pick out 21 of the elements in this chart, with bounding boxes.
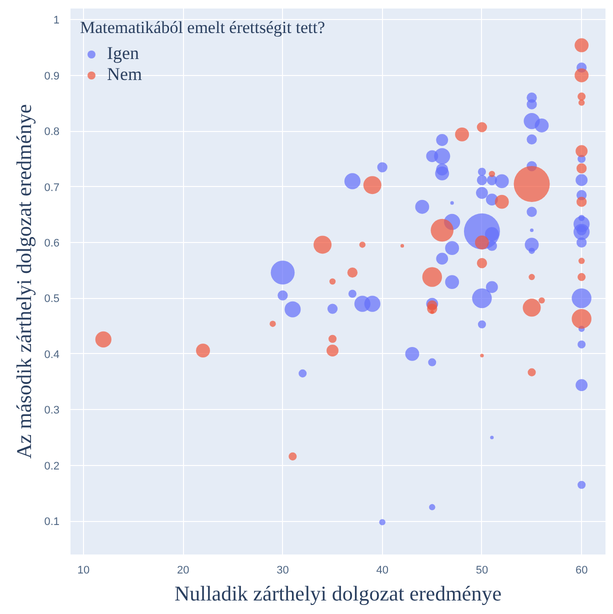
x-tick-label: 30 (276, 564, 289, 576)
y-tick-label: 0.5 (44, 293, 60, 306)
y-tick-label: 0.8 (44, 126, 60, 138)
y-tick-label: 0.7 (44, 182, 60, 194)
y-tick-label: 0.9 (44, 70, 60, 82)
legend-label: Igen (107, 43, 139, 64)
y-tick-label: 0.3 (44, 404, 60, 417)
x-tick-label: 60 (575, 564, 588, 576)
y-tick-label: 0.1 (44, 516, 60, 528)
legend-label: Nem (107, 64, 142, 85)
y-tick-label: 0.6 (44, 238, 60, 250)
y-axis-title: Az második zárthelyi dolgozat eredménye (12, 104, 36, 459)
legend-title: Matematikából emelt érettségit tett? (80, 18, 325, 38)
x-tick-label: 20 (176, 564, 190, 576)
y-tick-label: 0.2 (44, 460, 60, 472)
x-tick-label: 10 (77, 564, 90, 576)
x-tick-label: 50 (476, 564, 488, 576)
x-tick-label: 40 (376, 564, 388, 576)
y-tick-label: 0.4 (44, 348, 60, 361)
y-tick-label: 1 (53, 14, 60, 27)
x-axis-title: Nulladik zárthelyi dolgozat eredménye (174, 582, 502, 606)
